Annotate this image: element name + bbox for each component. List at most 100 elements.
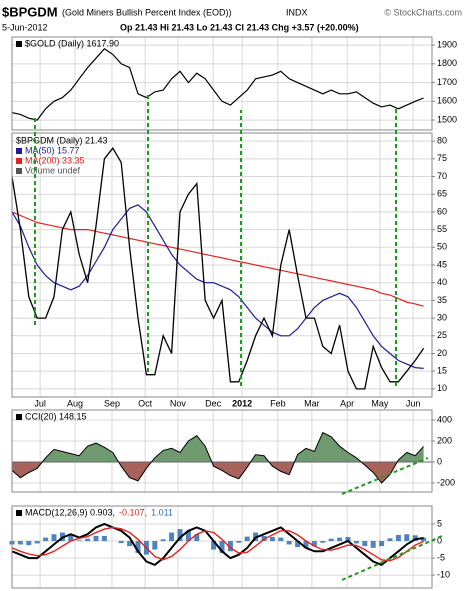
histogram-bar bbox=[85, 538, 91, 542]
y-tick-label: 75 bbox=[437, 153, 447, 163]
y-tick-label: 200 bbox=[437, 435, 452, 445]
y-tick-label: 1600 bbox=[437, 96, 457, 106]
histogram-bar bbox=[295, 541, 301, 548]
y-tick-label: 80 bbox=[437, 136, 447, 146]
histogram-bar bbox=[236, 541, 242, 543]
description: (Gold Miners Bullish Percent Index (EOD)… bbox=[62, 7, 232, 17]
histogram-bar bbox=[127, 541, 133, 547]
series-line bbox=[11, 147, 425, 390]
annotation-lines bbox=[34, 95, 443, 581]
y-tick-label: 40 bbox=[437, 277, 447, 287]
legend-swatch bbox=[16, 41, 22, 47]
x-tick-label: Sep bbox=[104, 398, 120, 408]
y-tick-label: -200 bbox=[437, 477, 455, 487]
legend-label: 1.011 bbox=[151, 507, 173, 517]
histogram-bar bbox=[135, 541, 141, 553]
histogram-bar bbox=[227, 541, 233, 552]
legend-label: $GOLD (Daily) 1617.90 bbox=[25, 38, 119, 48]
x-tick-label: Apr bbox=[340, 398, 354, 408]
histogram-bar bbox=[353, 541, 359, 544]
y-tick-label: 55 bbox=[437, 224, 447, 234]
y-tick-label: -5 bbox=[437, 552, 445, 562]
x-tick-label: Feb bbox=[270, 398, 286, 408]
x-tick-label: Aug bbox=[67, 398, 83, 408]
histogram-bar bbox=[345, 536, 351, 542]
legend-swatch bbox=[16, 510, 22, 516]
histogram-bar bbox=[362, 541, 368, 547]
y-tick-label: 1800 bbox=[437, 58, 457, 68]
legend-label: MA(50) 15.77 bbox=[25, 145, 80, 155]
legend-swatch bbox=[16, 148, 22, 154]
histogram-bar bbox=[379, 541, 385, 547]
date: 5-Jun-2012 bbox=[2, 22, 48, 32]
y-tick-label: -10 bbox=[437, 569, 450, 579]
legend-swatch bbox=[16, 158, 22, 164]
legend-label: Volume undef bbox=[25, 165, 81, 175]
y-tick-label: 1700 bbox=[437, 77, 457, 87]
x-tick-label: May bbox=[371, 398, 389, 408]
histogram-bar bbox=[177, 529, 183, 542]
histogram-bar bbox=[370, 541, 376, 548]
histogram-bar bbox=[68, 534, 74, 542]
y-tick-label: 50 bbox=[437, 242, 447, 252]
series-line bbox=[11, 522, 424, 567]
y-tick-label: 0 bbox=[437, 535, 442, 545]
histogram-bar bbox=[269, 536, 275, 542]
credit: © StockCharts.com bbox=[384, 7, 462, 17]
y-tick-label: 0 bbox=[437, 456, 442, 466]
x-tick-label: Dec bbox=[205, 398, 222, 408]
histogram-bar bbox=[286, 541, 292, 545]
histogram-bar bbox=[93, 535, 99, 542]
y-tick-label: 70 bbox=[437, 171, 447, 181]
histogram-bar bbox=[34, 541, 40, 544]
histogram-bar bbox=[26, 541, 32, 546]
histogram-bar bbox=[43, 537, 49, 542]
y-tick-label: 15 bbox=[437, 366, 447, 376]
series-line bbox=[11, 526, 424, 562]
histogram-bar bbox=[278, 537, 284, 542]
histogram-bar bbox=[185, 530, 191, 542]
y-tick-label: 30 bbox=[437, 312, 447, 322]
x-tick-label: Jun bbox=[406, 398, 421, 408]
legend-swatch bbox=[16, 414, 22, 420]
histogram-bar bbox=[261, 535, 267, 542]
histogram-bar bbox=[320, 541, 326, 543]
histogram-bar bbox=[421, 537, 427, 542]
histogram-bar bbox=[160, 539, 166, 542]
histogram-bar bbox=[152, 541, 158, 550]
y-tick-label: 65 bbox=[437, 189, 447, 199]
histogram-bar bbox=[303, 541, 309, 548]
histogram-bar bbox=[17, 541, 23, 545]
histogram-bar bbox=[211, 541, 217, 550]
area-positive bbox=[42, 432, 424, 462]
histogram-bar bbox=[311, 541, 317, 547]
trend-line bbox=[341, 457, 429, 495]
x-tick-label: Nov bbox=[170, 398, 187, 408]
legend-label: CCI(20) 148.15 bbox=[25, 411, 87, 421]
y-tick-label: 45 bbox=[437, 259, 447, 269]
y-tick-label: 20 bbox=[437, 348, 447, 358]
y-tick-label: 10 bbox=[437, 383, 447, 393]
series-line bbox=[11, 431, 424, 484]
series-line bbox=[11, 211, 424, 307]
symbol: $BPGDM bbox=[2, 4, 58, 19]
y-tick-label: 35 bbox=[437, 295, 447, 305]
histogram-bar bbox=[76, 540, 82, 542]
histogram-bar bbox=[219, 541, 225, 553]
panel-frame bbox=[11, 36, 433, 131]
panel-frame bbox=[11, 505, 433, 589]
area-negative bbox=[12, 461, 424, 483]
histogram-bar bbox=[244, 536, 250, 542]
series-line bbox=[11, 48, 424, 121]
y-tick-label: 1500 bbox=[437, 114, 457, 124]
histogram-bar bbox=[387, 538, 393, 542]
panel-frame bbox=[11, 409, 433, 493]
y-tick-label: 5 bbox=[437, 518, 442, 528]
exchange: INDX bbox=[286, 7, 308, 17]
legend-swatch bbox=[16, 168, 22, 174]
x-tick-label: Jul bbox=[34, 398, 46, 408]
histogram-bar bbox=[404, 534, 410, 542]
x-tick-label: Oct bbox=[138, 398, 153, 408]
